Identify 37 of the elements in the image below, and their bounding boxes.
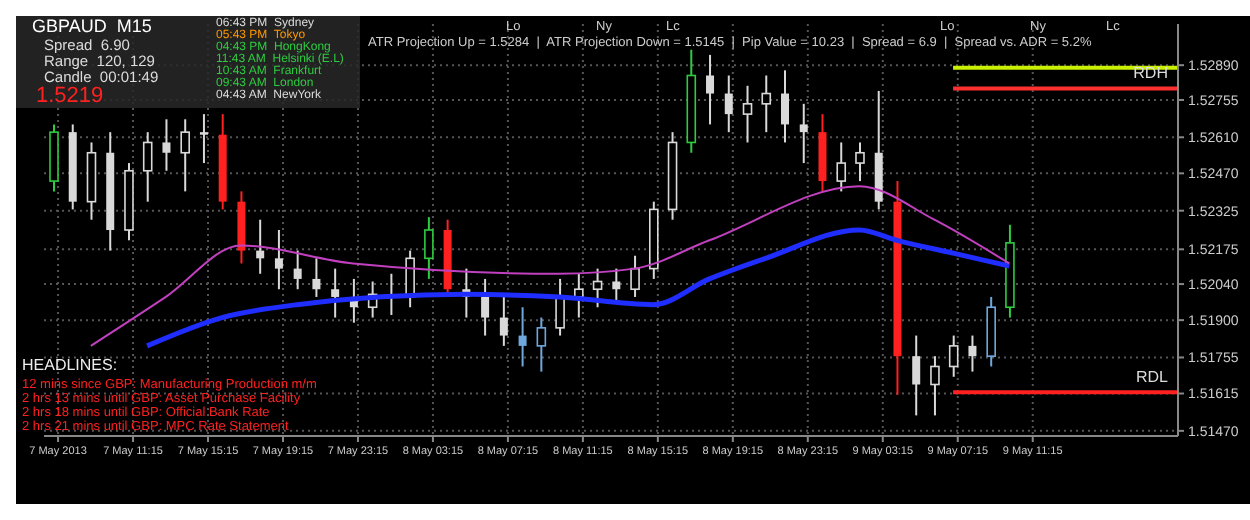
- ref-line-label: RDH: [1133, 64, 1169, 83]
- chart-title: GBPAUD M15: [32, 16, 152, 36]
- candlestick: [256, 218, 265, 275]
- candlestick: [518, 306, 527, 368]
- candlestick: [424, 216, 434, 280]
- candlestick: [930, 355, 940, 417]
- candlestick: [948, 334, 959, 378]
- candlestick: [630, 254, 640, 298]
- candlestick: [836, 141, 847, 193]
- candlestick: [724, 74, 733, 134]
- candlestick: [536, 316, 547, 373]
- candlestick: [481, 277, 490, 337]
- annotation: HEADLINES:: [22, 356, 118, 376]
- candlestick: [331, 267, 340, 319]
- candlestick: [142, 131, 153, 203]
- candlestick: [912, 334, 921, 417]
- candlestick: [799, 102, 808, 165]
- candlestick: [706, 53, 715, 126]
- candlestick: [162, 118, 171, 172]
- candlestick: [180, 118, 191, 193]
- candlestick: [612, 267, 621, 304]
- candlestick: [293, 249, 302, 291]
- candlestick: [574, 272, 584, 319]
- candlestick: [312, 257, 321, 298]
- candlestick: [781, 69, 790, 144]
- candlestick: [199, 113, 208, 165]
- candlestick: [592, 267, 603, 309]
- candlestick: [968, 334, 977, 373]
- line-series: [144, 227, 1012, 349]
- candlestick: [761, 74, 772, 134]
- candlestick: [274, 229, 283, 291]
- candlestick: [855, 141, 865, 183]
- candlestick: [499, 295, 508, 347]
- candlestick: [742, 84, 753, 144]
- candlestick: [555, 277, 565, 337]
- annotation: 1.5219: [36, 84, 104, 109]
- ref-line-label: RDL: [1135, 368, 1170, 387]
